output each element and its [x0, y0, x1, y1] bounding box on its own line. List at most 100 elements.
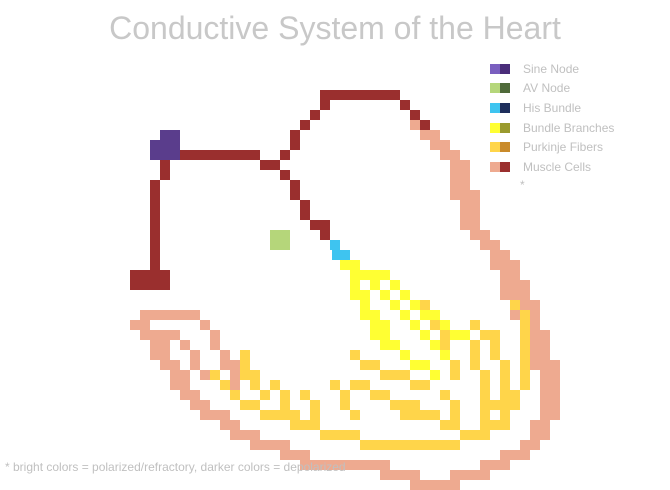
purkinje-fiber: [490, 340, 500, 350]
muscle-cell: [220, 150, 230, 160]
muscle-cell: [240, 150, 250, 160]
muscle-cell: [510, 270, 520, 280]
muscle-cell: [240, 430, 250, 440]
muscle-cell: [550, 390, 560, 400]
muscle-cell: [530, 430, 540, 440]
muscle-cell: [340, 90, 350, 100]
muscle-cell: [300, 450, 310, 460]
bundle-branch: [360, 300, 370, 310]
muscle-cell: [230, 430, 240, 440]
muscle-cell: [520, 300, 530, 310]
sine-node-cell: [150, 150, 180, 160]
muscle-cell: [530, 360, 540, 370]
purkinje-fiber: [250, 370, 260, 380]
purkinje-fiber: [510, 400, 520, 410]
purkinje-fiber: [440, 330, 450, 340]
muscle-cell: [150, 220, 160, 230]
purkinje-fiber: [470, 430, 480, 440]
muscle-cell: [360, 90, 370, 100]
muscle-cell: [430, 130, 440, 140]
purkinje-fiber: [240, 370, 250, 380]
muscle-cell: [180, 370, 190, 380]
purkinje-fiber: [240, 350, 250, 360]
muscle-cell: [290, 180, 300, 190]
muscle-cell: [270, 160, 280, 170]
muscle-cell: [230, 370, 240, 380]
bundle-branch: [400, 310, 410, 320]
muscle-cell: [180, 390, 190, 400]
muscle-cell: [540, 350, 550, 360]
muscle-cell: [410, 470, 420, 480]
muscle-cell: [490, 260, 500, 270]
bundle-branch: [440, 320, 450, 330]
muscle-cell: [460, 170, 470, 180]
muscle-cell: [530, 330, 540, 340]
purkinje-fiber: [450, 400, 460, 410]
purkinje-fiber: [450, 410, 460, 420]
bundle-branch: [380, 320, 390, 330]
purkinje-fiber: [420, 410, 430, 420]
muscle-cell: [540, 370, 550, 380]
muscle-cell: [540, 400, 550, 410]
purkinje-fiber: [510, 300, 520, 310]
muscle-cell: [400, 470, 410, 480]
muscle-cell: [150, 330, 160, 340]
purkinje-fiber: [380, 440, 390, 450]
muscle-cell: [190, 360, 200, 370]
muscle-cell: [510, 280, 520, 290]
purkinje-fiber: [290, 420, 300, 430]
bundle-branch: [420, 310, 430, 320]
muscle-cell: [180, 380, 190, 390]
muscle-cell: [150, 310, 160, 320]
purkinje-fiber: [400, 410, 410, 420]
muscle-cell: [450, 480, 460, 490]
muscle-cell: [510, 310, 520, 320]
muscle-cell: [150, 210, 160, 220]
muscle-cell: [430, 140, 440, 150]
muscle-cell: [540, 420, 550, 430]
his-bundle-cell: [330, 240, 340, 250]
purkinje-fiber: [370, 440, 380, 450]
bundle-branch: [340, 260, 350, 270]
purkinje-fiber: [520, 310, 530, 320]
muscle-cell: [480, 230, 490, 240]
bundle-branch: [350, 290, 360, 300]
muscle-cell: [210, 150, 220, 160]
muscle-cell: [510, 290, 520, 300]
muscle-cell: [380, 460, 390, 470]
bundle-branch: [450, 330, 460, 340]
purkinje-fiber: [430, 410, 440, 420]
bundle-branch: [410, 300, 420, 310]
muscle-cell: [500, 290, 510, 300]
muscle-cell: [300, 210, 310, 220]
purkinje-fiber: [310, 400, 320, 410]
purkinje-fiber: [420, 380, 430, 390]
purkinje-fiber: [220, 380, 230, 390]
muscle-cell: [540, 330, 550, 340]
legend-swatch-bright: [490, 122, 500, 133]
purkinje-fiber: [500, 380, 510, 390]
purkinje-fiber: [520, 320, 530, 330]
muscle-cell: [180, 340, 190, 350]
purkinje-fiber: [210, 370, 220, 380]
muscle-cell: [480, 460, 490, 470]
muscle-cell: [250, 440, 260, 450]
muscle-cell: [460, 200, 470, 210]
purkinje-fiber: [520, 370, 530, 380]
purkinje-fiber: [420, 440, 430, 450]
muscle-cell: [160, 310, 170, 320]
muscle-cell: [410, 120, 420, 130]
legend-swatch-bright: [490, 63, 500, 74]
bundle-branch: [360, 290, 370, 300]
purkinje-fiber: [500, 400, 510, 410]
purkinje-fiber: [370, 360, 380, 370]
muscle-cell: [490, 250, 500, 260]
muscle-cell: [450, 180, 460, 190]
muscle-cell: [180, 150, 190, 160]
purkinje-fiber: [510, 390, 520, 400]
purkinje-fiber: [400, 370, 410, 380]
muscle-cell: [460, 470, 470, 480]
muscle-cell: [550, 410, 560, 420]
purkinje-fiber: [270, 380, 280, 390]
